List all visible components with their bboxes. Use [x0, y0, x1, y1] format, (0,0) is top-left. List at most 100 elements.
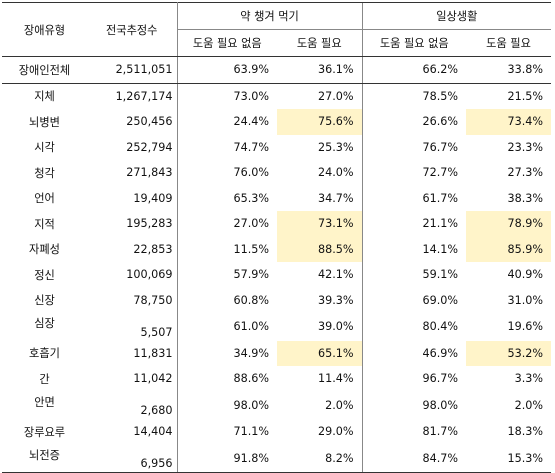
cell-disability-type: 심장 [34, 317, 55, 330]
table-row: 장루요루 14,404 71.1% 29.0% 81.7% 18.3% [2, 419, 551, 445]
cell-disability-type: 안면 [34, 395, 55, 409]
header-group-daily-life: 일상생활 [361, 2, 552, 30]
cell-daily-no-help: 98.0% [361, 391, 467, 419]
cell-medication-no-help: 73.0% [233, 89, 269, 103]
cell-medication-no-help: 34.9% [233, 346, 269, 360]
cell-daily-help: 73.4% [466, 109, 552, 135]
table-row: 안면 2,680 98.0% 2.0% 98.0% 2.0% [2, 391, 551, 419]
cell-disability-type: 호흡기 [29, 347, 60, 361]
cell-daily-help: 21.5% [507, 89, 544, 103]
cell-medication-no-help: 61.0% [233, 320, 269, 334]
cell-daily-help: 19.6% [507, 320, 544, 334]
cell-disability-type: 신장 [34, 294, 55, 308]
cell-medication-help: 39.0% [317, 320, 354, 334]
cell-medication-no-help: 24.4% [233, 115, 269, 129]
cell-daily-no-help: 81.7% [361, 419, 467, 445]
cell-daily-no-help: 66.2% [361, 56, 467, 84]
cell-medication-no-help: 27.0% [233, 217, 269, 231]
cell-medication-no-help: 65.3% [233, 191, 269, 205]
cell-daily-help: 18.3% [507, 425, 544, 439]
cell-daily-help: 38.3% [507, 191, 544, 205]
cell-medication-no-help: 98.0% [233, 398, 269, 412]
cell-daily-no-help: 26.6% [361, 109, 467, 135]
cell-medication-help: 65.1% [277, 340, 363, 366]
table-row: 자폐성 22,853 11.5% 88.5% 14.1% 85.9% [2, 236, 552, 262]
table-row: 정신 100,069 57.9% 42.1% 59.1% 40.9% [2, 262, 551, 288]
cell-population: 11,831 [87, 340, 178, 366]
cell-population: 5,507 [87, 313, 178, 341]
cell-daily-no-help: 72.7% [361, 160, 467, 186]
cell-medication-no-help: 88.6% [233, 372, 269, 386]
cell-daily-no-help: 14.1% [361, 236, 467, 262]
cell-medication-help: 25.3% [317, 140, 354, 154]
cell-medication-no-help: 57.9% [233, 268, 269, 282]
table-row: 간 11,042 88.6% 11.4% 96.7% 3.3% [2, 366, 551, 392]
cell-medication-help: 73.1% [277, 211, 363, 237]
cell-daily-no-help: 46.9% [361, 340, 467, 366]
cell-disability-type: 언어 [34, 192, 55, 206]
cell-disability-type: 뇌병변 [29, 115, 60, 129]
subheader-help-daily: 도움 필요 [466, 29, 552, 57]
cell-disability-type: 시각 [34, 141, 55, 155]
cell-population: 2,511,051 [87, 56, 178, 84]
cell-medication-help: 42.1% [317, 268, 354, 282]
cell-daily-no-help: 61.7% [361, 185, 467, 211]
cell-medication-no-help: 63.9% [177, 56, 277, 84]
table-row: 시각 252,794 74.7% 25.3% 76.7% 23.3% [2, 134, 551, 160]
cell-daily-no-help: 96.7% [361, 366, 467, 392]
subheader-no-help-medication: 도움 필요 없음 [177, 29, 277, 57]
cell-population: 2,680 [87, 391, 178, 419]
cell-population: 78,750 [87, 287, 178, 313]
cell-population: 1,267,174 [87, 83, 178, 109]
header-group-medication: 약 챙겨 먹기 [177, 2, 363, 30]
cell-daily-help: 33.8% [466, 56, 552, 84]
cell-population: 22,853 [87, 236, 178, 262]
cell-population: 14,404 [87, 419, 178, 445]
cell-medication-no-help: 76.0% [233, 166, 269, 180]
cell-daily-help: 40.9% [507, 268, 544, 282]
table-row: 지적 195,283 27.0% 73.1% 21.1% 78.9% [2, 211, 552, 237]
cell-disability-type: 장애인전체 [2, 56, 87, 84]
cell-population: 271,843 [87, 160, 178, 186]
cell-medication-help: 39.3% [317, 293, 354, 307]
cell-daily-help: 31.0% [507, 293, 544, 307]
cell-disability-type: 청각 [34, 166, 55, 180]
cell-daily-no-help: 80.4% [361, 313, 467, 341]
cell-disability-type: 지적 [34, 217, 55, 231]
cell-medication-help: 88.5% [277, 236, 363, 262]
cell-medication-no-help: 11.5% [233, 242, 269, 256]
table-row: 뇌병변 250,456 24.4% 75.6% 26.6% 73.4% [2, 109, 552, 135]
cell-daily-no-help: 21.1% [361, 211, 467, 237]
cell-population: 195,283 [87, 211, 178, 237]
header-type: 장애유형 [2, 2, 87, 57]
cell-daily-help: 78.9% [466, 211, 552, 237]
subheader-help-medication: 도움 필요 [277, 29, 363, 57]
cell-daily-help: 27.3% [507, 166, 544, 180]
table-row: 호흡기 11,831 34.9% 65.1% 46.9% 53.2% [2, 340, 552, 366]
cell-disability-type: 간 [39, 372, 50, 386]
cell-medication-help: 34.7% [317, 191, 354, 205]
cell-medication-help: 24.0% [317, 166, 354, 180]
cell-daily-help: 2.0% [514, 398, 544, 412]
cell-disability-type: 지체 [34, 90, 55, 104]
cell-disability-type: 장루요루 [23, 425, 66, 439]
subheader-no-help-daily: 도움 필요 없음 [361, 29, 467, 57]
cell-population: 19,409 [87, 185, 178, 211]
table-row: 언어 19,409 65.3% 34.7% 61.7% 38.3% [2, 185, 551, 211]
cell-disability-type: 자폐성 [29, 243, 60, 257]
cell-daily-no-help: 78.5% [361, 83, 467, 109]
cell-daily-help: 3.3% [514, 372, 544, 386]
cell-medication-help: 75.6% [277, 109, 363, 135]
cell-daily-no-help: 76.7% [361, 134, 467, 160]
table-row: 지체 1,267,174 73.0% 27.0% 78.5% 21.5% [2, 83, 551, 109]
cell-population: 100,069 [87, 262, 178, 288]
cell-population: 252,794 [87, 134, 178, 160]
cell-medication-help: 29.0% [317, 425, 354, 439]
cell-population: 250,456 [87, 109, 178, 135]
cell-daily-help: 23.3% [507, 140, 544, 154]
table-row: 장애인전체 2,511,051 63.9% 36.1% 66.2% 33.8% [2, 56, 552, 84]
cell-medication-help: 11.4% [317, 372, 354, 386]
table-row: 심장 5,507 61.0% 39.0% 80.4% 19.6% [2, 313, 551, 341]
cell-medication-help: 36.1% [277, 56, 363, 84]
